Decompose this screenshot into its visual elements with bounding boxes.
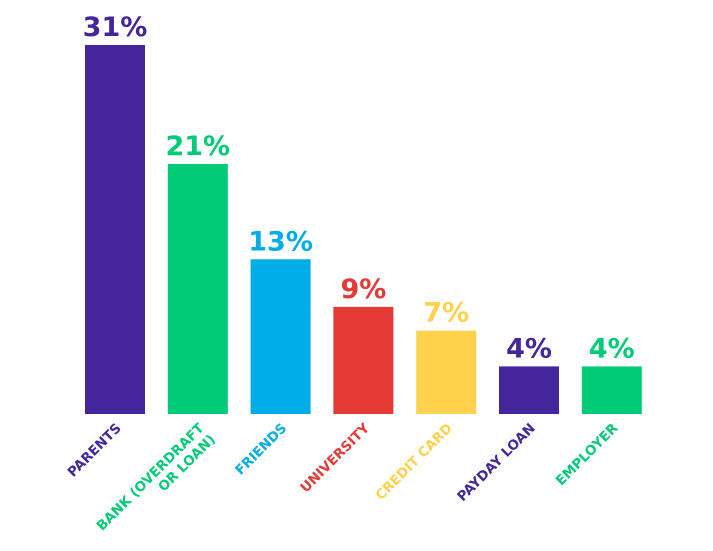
bar-2 [167,164,228,414]
bar-3 [250,259,311,414]
value-labels-group: 31% 21% 13% 9% 7% 4% 4% [83,12,635,364]
category-label-4-line-1: UNIVERSITY [297,420,373,496]
value-label-6: 4% [506,333,552,364]
category-label-5-line-1: CREDIT CARD [373,420,456,503]
category-label-3: FRIENDS [232,420,290,478]
value-label-4: 9% [340,274,386,305]
value-label-2: 21% [165,131,230,162]
category-label-7-line-1: EMPLOYER [553,420,622,489]
bar-7 [581,366,642,414]
bars-group [85,45,642,414]
category-label-1: PARENTS [65,420,125,480]
category-label-5: CREDIT CARD [373,420,456,503]
value-label-1: 31% [83,12,148,43]
category-label-7: EMPLOYER [553,420,622,489]
bar-6 [499,366,559,414]
category-label-4: UNIVERSITY [297,420,373,496]
category-label-6-line-1: PAYDAY LOAN [454,420,538,504]
bar-5 [416,330,477,414]
category-label-1-line-1: PARENTS [65,420,125,480]
value-label-5: 7% [423,298,469,329]
category-label-3-line-1: FRIENDS [232,420,290,478]
bar-4 [333,306,394,414]
value-label-3: 13% [248,226,313,257]
value-label-7: 4% [589,333,635,364]
bar-1 [85,45,145,414]
category-label-6: PAYDAY LOAN [454,420,538,504]
